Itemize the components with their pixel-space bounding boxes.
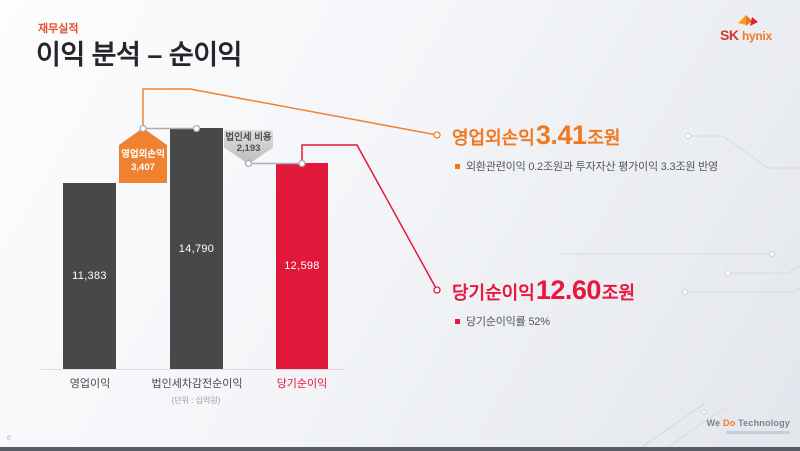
chart-unit-note: (단위 : 십억원) — [171, 396, 221, 405]
callout-value: 2,193 — [236, 143, 261, 154]
page-number: 6 — [7, 435, 11, 442]
annotation-unit: 조원 — [587, 128, 621, 148]
callout-value: 3,407 — [131, 161, 155, 173]
sk-hynix-logo: SK hynix — [716, 13, 788, 45]
annotation-unit: 조원 — [601, 283, 636, 303]
bullet-square-icon — [455, 318, 460, 324]
annotation-title: 당기순이익 — [452, 283, 535, 303]
bar-operating-profit: 11,383 — [63, 183, 116, 369]
callout-tax-expense: 법인세 비용 2,193 — [224, 130, 273, 164]
butterfly-logo-icon — [738, 15, 758, 26]
bottom-edge-strip — [0, 447, 800, 451]
bar-pretax-income: 14,790 — [170, 128, 223, 369]
annotation-bullet-fx-gain: 외환관련이익 0.2조원과 투자자산 평가이익 3.3조원 반영 — [455, 158, 718, 174]
annotation-non-operating-income: 영업외손익 3.41 조원 — [452, 120, 621, 151]
tagline-subtext-smudge — [726, 431, 790, 434]
we-do-technology-tagline: We Do Technology — [706, 418, 790, 428]
callout-non-operating-income: 영업외손익 3,407 — [119, 128, 167, 183]
callout-label: 법인세 비용 — [225, 132, 272, 143]
axis-label-net-income: 당기순이익 — [276, 378, 328, 390]
annotation-bullet-net-margin: 당기순이익률 52% — [455, 313, 550, 329]
slide-title: 이익 분석 – 순이익 — [36, 40, 242, 70]
bar-value-label: 14,790 — [178, 242, 215, 255]
axis-label-pretax-income: 법인세차감전순이익 — [151, 378, 243, 390]
logo-sk-text: SK — [720, 27, 739, 43]
bar-net-income: 12,598 — [276, 163, 328, 369]
annotation-title: 영업외손익 — [452, 128, 535, 148]
slide-eyebrow: 재무실적 — [38, 23, 79, 35]
bar-value-label: 11,383 — [72, 270, 107, 282]
logo-hynix-text: hynix — [742, 29, 772, 43]
annotation-amount: 3.41 — [535, 120, 587, 150]
axis-label-operating-profit: 영업이익 — [69, 378, 111, 390]
annotation-amount: 12.60 — [535, 275, 602, 305]
annotation-net-income: 당기순이익 12.60 조원 — [452, 275, 635, 306]
bar-value-label: 12,598 — [284, 260, 320, 272]
chart-baseline — [40, 369, 345, 370]
bullet-square-icon — [455, 163, 460, 169]
callout-label: 영업외손익 — [121, 149, 165, 160]
